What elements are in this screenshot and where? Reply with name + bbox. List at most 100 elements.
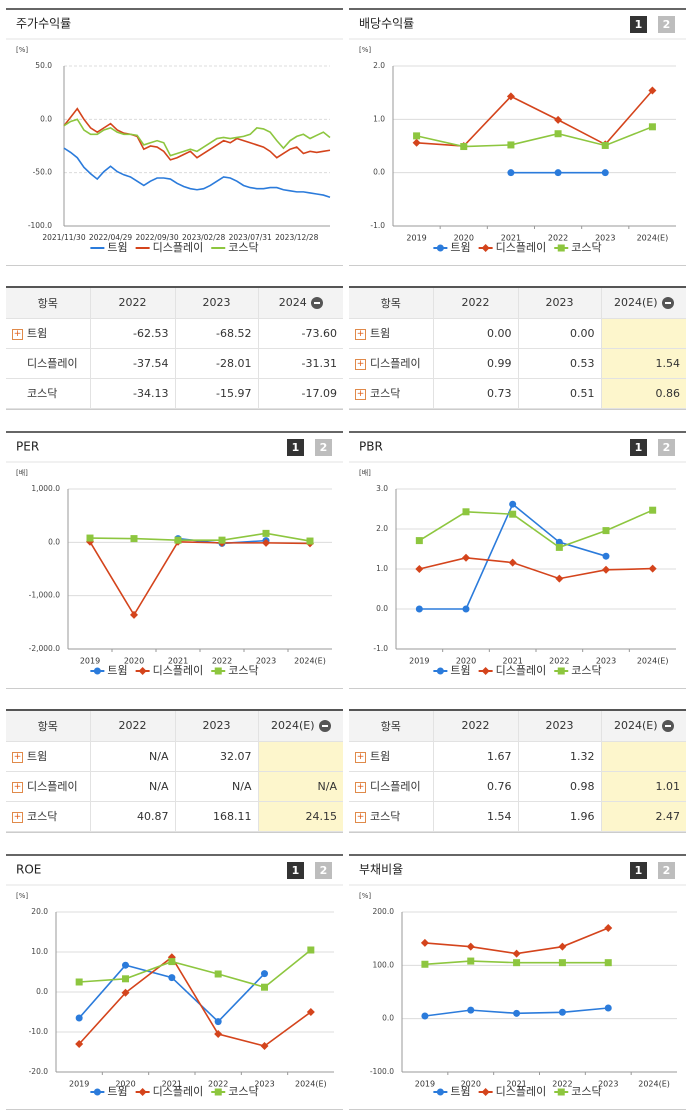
value-cell: [600, 741, 686, 772]
expand-icon[interactable]: +: [12, 781, 23, 793]
cell-value: -17.09: [301, 386, 337, 400]
x-tick-label: 2024(E): [638, 1080, 670, 1089]
marker: [648, 564, 657, 573]
y-tick-label: 1,000.0: [31, 484, 60, 493]
collapse-icon[interactable]: [661, 297, 674, 310]
marker: [261, 983, 268, 991]
series-line: [416, 90, 654, 147]
expand-icon[interactable]: +: [355, 811, 366, 823]
page-button-label: 2: [663, 441, 671, 454]
legend: 트윔 디스플레이 코스닥: [433, 1085, 602, 1098]
cell-value: 24.15: [305, 809, 338, 823]
marker: [649, 506, 657, 514]
page-button[interactable]: [287, 862, 304, 879]
legend-label: 디스플레이: [153, 664, 204, 677]
value-cell: -34.13: [89, 378, 175, 409]
marker: [86, 534, 94, 542]
value-cell: 1.32: [517, 741, 601, 772]
data-table: 항목 2022 2023 2024(E) + 트윔 N/A 32.07 + 디스플레이 N/A N/A…: [6, 709, 343, 833]
page-button[interactable]: [315, 862, 332, 879]
header-label: 2024(E): [270, 719, 315, 733]
value-cell: 24.15: [257, 801, 343, 832]
collapse-icon[interactable]: [310, 297, 323, 310]
legend-item: 코스닥: [554, 664, 602, 677]
series-line: [63, 118, 331, 157]
marker: [513, 1009, 521, 1017]
value-cell: [257, 741, 343, 772]
row-name: 트윔: [27, 327, 48, 340]
x-tick-label: 2023: [595, 234, 615, 243]
page-button[interactable]: [658, 439, 675, 456]
chart-title: PER: [16, 440, 39, 454]
collapse-icon[interactable]: [661, 720, 674, 733]
y-tick-label: 2.0: [376, 524, 388, 533]
legend-item: 디스플레이: [478, 1085, 546, 1098]
legend-label: 디스플레이: [496, 664, 547, 677]
unit-label: [%]: [359, 46, 371, 54]
legend-item: 트윔: [433, 664, 471, 677]
value-cell: 0.51: [517, 378, 601, 409]
row-name: 디스플레이: [27, 780, 78, 793]
legend-item: 코스닥: [554, 241, 602, 254]
expand-icon[interactable]: +: [12, 811, 23, 823]
page-button-label: 2: [663, 18, 671, 31]
page-button[interactable]: [630, 862, 647, 879]
expand-icon[interactable]: +: [355, 358, 366, 370]
marker: [130, 610, 138, 619]
collapse-icon[interactable]: [318, 720, 331, 733]
legend: 트윔 디스플레이 코스닥: [90, 1085, 259, 1098]
header-label: 항목: [380, 296, 401, 310]
header-cell: 2024: [257, 288, 343, 319]
value-cell: -31.31: [257, 348, 343, 379]
legend-item: 트윔: [90, 241, 128, 254]
marker: [261, 970, 268, 978]
page-button[interactable]: [630, 439, 647, 456]
page-button[interactable]: [630, 16, 647, 33]
marker: [415, 537, 423, 545]
legend-item: 코스닥: [211, 664, 259, 677]
expand-icon[interactable]: +: [355, 388, 366, 400]
value-cell: N/A: [257, 771, 343, 802]
x-tick-label: 2024(E): [637, 657, 669, 666]
legend-item: 트윔: [90, 1085, 128, 1098]
x-tick-label: 2023/02/28: [182, 233, 225, 242]
unit-label: [배]: [16, 468, 28, 477]
row-name: 코스닥: [370, 810, 401, 823]
row-name-cell: + 코스닥: [6, 801, 90, 832]
value-cell: 1.54: [432, 801, 518, 832]
chart-panel: 부채비율 1 2 [%] -100.0 0.0 100.0 200.0 2019 2020 2021…: [349, 854, 686, 1110]
row-name-cell: + 트윔: [6, 318, 90, 349]
value-cell: -37.54: [89, 348, 175, 379]
page-button[interactable]: [315, 439, 332, 456]
value-cell: -17.09: [257, 378, 343, 409]
table-row: 디스플레이 -37.54 -28.01 -31.31: [6, 348, 343, 379]
header-cell: 항목: [6, 711, 90, 742]
y-tick-label: -100.0: [28, 221, 52, 230]
legend: 트윔 디스플레이 코스닥: [90, 664, 259, 677]
row-name: 트윔: [370, 327, 391, 340]
x-tick-label: 2021: [162, 1080, 182, 1089]
row-name: 디스플레이: [370, 780, 421, 793]
page-button[interactable]: [287, 439, 304, 456]
expand-icon[interactable]: +: [355, 781, 366, 793]
header-label: 항목: [380, 719, 401, 733]
y-tick-label: -2,000.0: [29, 644, 61, 653]
legend-label: 디스플레이: [153, 241, 204, 254]
expand-icon[interactable]: +: [355, 328, 366, 340]
cell-value: 1.54: [655, 356, 681, 370]
legend-label: 디스플레이: [153, 1085, 204, 1098]
page-button[interactable]: [658, 16, 675, 33]
marker: [602, 552, 610, 560]
marker: [75, 978, 83, 986]
cell-value: -73.60: [301, 326, 337, 340]
page-button[interactable]: [658, 862, 675, 879]
value-cell: 0.00: [432, 318, 518, 349]
header-label: 2023: [202, 296, 231, 310]
cell-value: -68.52: [216, 326, 252, 340]
marker: [555, 574, 564, 583]
expand-icon[interactable]: +: [355, 751, 366, 763]
marker: [481, 1088, 490, 1096]
marker: [648, 86, 657, 95]
expand-icon[interactable]: +: [12, 328, 23, 340]
expand-icon[interactable]: +: [12, 751, 23, 763]
